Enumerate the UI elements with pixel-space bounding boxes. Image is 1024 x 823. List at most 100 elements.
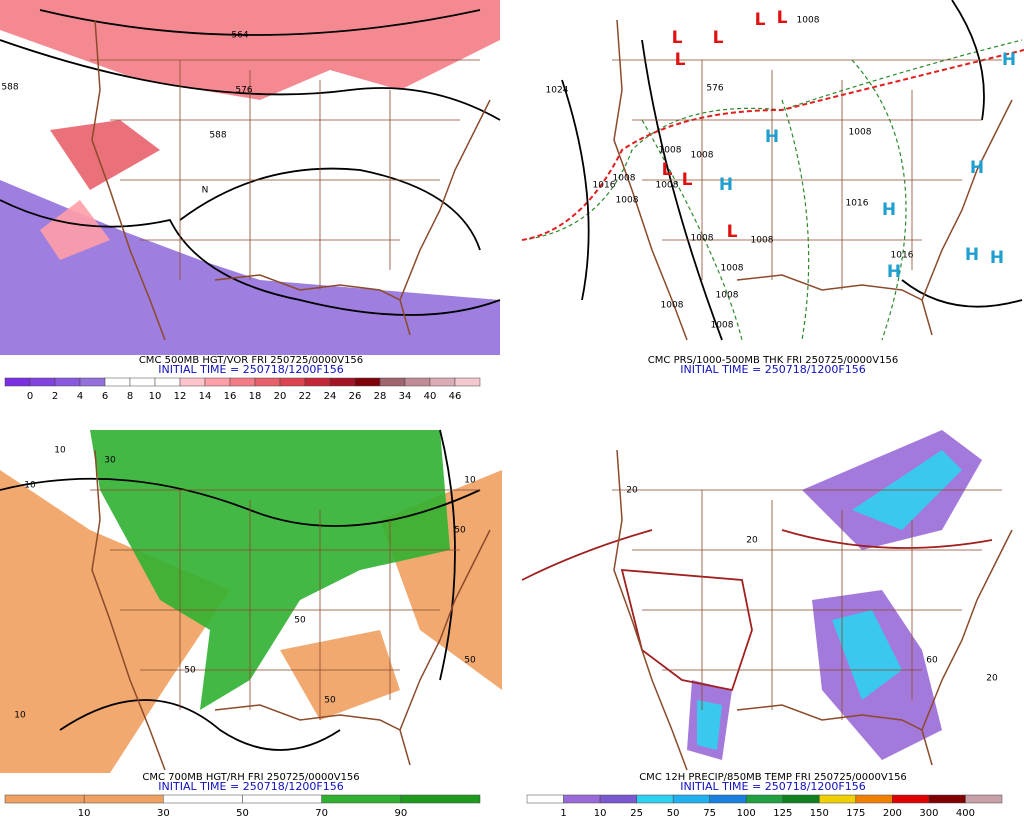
field-shading: [0, 180, 500, 355]
pressure-center: H: [965, 245, 979, 265]
initial-time: INITIAL TIME = 250718/1200F156: [158, 363, 343, 376]
colorbar-label: 6: [102, 391, 108, 402]
contour-label: 60: [926, 656, 938, 666]
thickness-line: [521, 49, 1024, 241]
map-frame: [522, 0, 1024, 355]
field-shading: [40, 200, 110, 260]
panel-caption: CMC 700MB HGT/RH FRI 250725/0000V156: [142, 772, 359, 783]
colorbar-swatch: [29, 377, 56, 387]
panel-caption: CMC 12H PRECIP/850MB TEMP FRI 250725/000…: [639, 772, 907, 783]
colorbar-label: 20: [274, 391, 287, 402]
pressure-center: L: [662, 160, 673, 180]
colorbar-swatch: [129, 377, 156, 387]
contour-label: 1016: [846, 199, 869, 209]
colorbar-swatch: [599, 794, 637, 804]
colorbar-swatch: [404, 377, 431, 387]
colorbar-label: 10: [78, 808, 91, 819]
contour-label: 20: [986, 674, 998, 684]
pressure-center: H: [719, 175, 733, 195]
contour: [0, 9, 501, 316]
pressure-center: H: [990, 248, 1004, 268]
pressure-center: H: [970, 158, 984, 178]
contour-label: 1016: [891, 251, 914, 261]
contour-label: 20: [746, 536, 758, 546]
colorbar-swatch: [892, 794, 930, 804]
field-shading: [50, 120, 160, 190]
colorbar-swatch: [79, 377, 106, 387]
colorbar-label: 34: [399, 391, 412, 402]
contour-label: 1016: [593, 181, 616, 191]
contour-label: 20: [626, 486, 638, 496]
colorbar-swatch: [636, 794, 674, 804]
colorbar-swatch: [745, 794, 784, 804]
dashed-contour: [521, 39, 1023, 341]
colorbar-label: 150: [810, 808, 829, 819]
coastline: [613, 19, 1013, 341]
contour-label: 1008: [751, 236, 774, 246]
pressure-center: L: [672, 28, 683, 48]
contour-label: 1008: [656, 181, 679, 191]
map-panel: 564 576 588 588 N: [0, 0, 502, 355]
colorbar-label: 24: [324, 391, 337, 402]
colorbar-swatch: [4, 794, 85, 804]
contour-label: 1008: [616, 196, 639, 206]
contour-label: 50: [184, 666, 196, 676]
colorbar-swatch: [163, 794, 243, 804]
contour-label: 1008: [711, 321, 734, 331]
contour-label: 588: [1, 83, 18, 93]
colorbar-swatch: [819, 794, 857, 804]
colorbar-label: 0: [27, 391, 33, 402]
pressure-center: L: [727, 222, 738, 242]
contour-label: 10: [14, 711, 26, 721]
initial-time: INITIAL TIME = 250718/1200F156: [680, 780, 865, 793]
pressure-center: L: [682, 170, 693, 190]
colorbar-label: 46: [449, 391, 462, 402]
coastline: [613, 449, 1013, 771]
colorbar-swatch: [229, 377, 256, 387]
colorbar-swatch: [429, 377, 456, 387]
colorbar-swatch: [321, 794, 402, 804]
contour-label: 1008: [659, 146, 682, 156]
contour-label: N: [202, 186, 209, 196]
colorbar-label: 50: [236, 808, 249, 819]
colorbar-label: 18: [249, 391, 262, 402]
colorbar-label: 25: [630, 808, 643, 819]
contour-label: 30: [104, 456, 116, 466]
contour-label: 1008: [716, 291, 739, 301]
pressure-center: H: [882, 200, 896, 220]
colorbar-label: 22: [299, 391, 312, 402]
colorbar-swatch: [709, 794, 747, 804]
pressure-center: L: [777, 8, 788, 28]
colorbar-label: 200: [883, 808, 902, 819]
contour-label: 50: [464, 656, 476, 666]
colorbar-label: 10: [149, 391, 162, 402]
colorbar-swatch: [855, 794, 893, 804]
contour-label: 1008: [661, 301, 684, 311]
colorbar-label: 125: [773, 808, 792, 819]
colorbar-swatch: [965, 794, 1003, 804]
colorbar-swatch: [379, 377, 406, 387]
colorbar-swatch: [672, 794, 710, 804]
colorbar-swatch: [104, 377, 131, 387]
colorbar-swatch: [454, 377, 481, 387]
panel-caption: CMC 500MB HGT/VOR FRI 250725/0000V156: [139, 355, 363, 366]
state-borders: [612, 489, 1002, 720]
contour-label: 10: [464, 476, 476, 486]
colorbar-swatch: [179, 377, 206, 387]
pressure-center: H: [765, 127, 779, 147]
colorbar-label: 50: [667, 808, 680, 819]
contour-label: 1008: [613, 174, 636, 184]
contour-label: 10: [54, 446, 66, 456]
pressure-center: L: [713, 28, 724, 48]
contour-label: 588: [209, 131, 226, 141]
state-borders: [90, 489, 480, 720]
colorbar-label: 300: [919, 808, 938, 819]
contour-label: 576: [235, 86, 252, 96]
colorbar-swatch: [4, 377, 31, 387]
colorbar-label: 28: [374, 391, 387, 402]
map-panel: 60 20 20 20: [521, 430, 1024, 773]
colorbar-swatch: [54, 377, 81, 387]
colorbar-swatch: [279, 377, 306, 387]
colorbar-swatch: [83, 794, 164, 804]
